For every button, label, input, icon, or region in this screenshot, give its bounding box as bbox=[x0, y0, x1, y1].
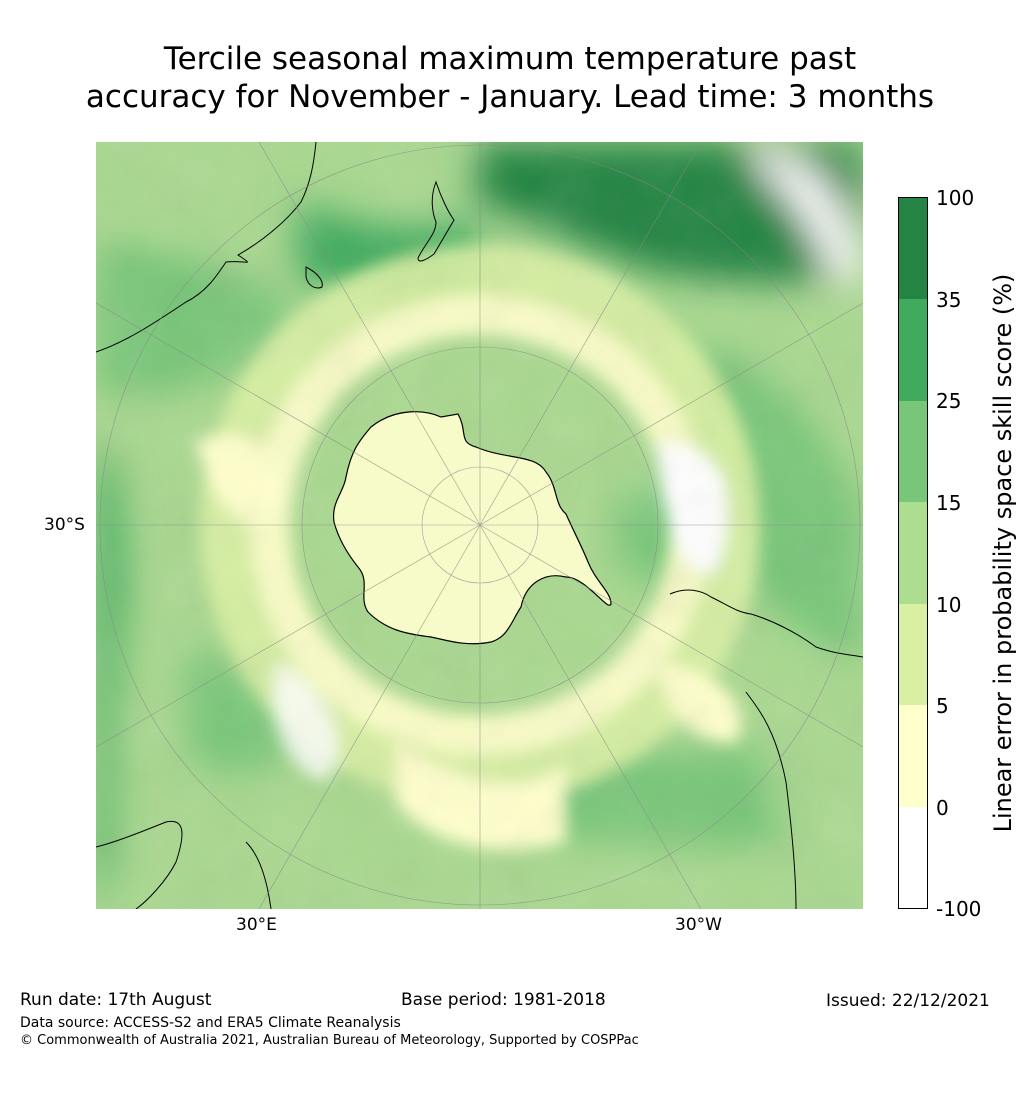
lon-label-30e: 30°E bbox=[236, 915, 277, 935]
coast-south-america bbox=[669, 589, 863, 658]
lon-label-30w: 30°W bbox=[675, 915, 722, 935]
colorbar-tick: 0 bbox=[936, 796, 949, 820]
run-date: Run date: 17th August bbox=[20, 990, 212, 1010]
title-line-1: Tercile seasonal maximum temperature pas… bbox=[163, 41, 857, 77]
coast-new-zealand bbox=[417, 180, 455, 262]
colorbar-band-0 bbox=[898, 807, 928, 909]
coastlines bbox=[96, 142, 863, 909]
coast-south-america-east bbox=[745, 691, 797, 909]
colorbar-tick: -100 bbox=[936, 897, 982, 921]
coast-tasmania bbox=[305, 266, 323, 289]
colorbar-tick: 15 bbox=[936, 491, 962, 515]
colorbar-band-15 bbox=[898, 502, 928, 604]
graticule bbox=[96, 142, 863, 909]
colorbar-band-25 bbox=[898, 401, 928, 502]
data-source: Data source: ACCESS-S2 and ERA5 Climate … bbox=[20, 1015, 401, 1031]
base-period: Base period: 1981-2018 bbox=[401, 990, 606, 1010]
colorbar-tick: 100 bbox=[936, 186, 975, 210]
colorbar-band-5 bbox=[898, 705, 928, 807]
coast-africa bbox=[96, 820, 183, 909]
colorbar-label: Linear error in probability space skill … bbox=[989, 273, 1017, 833]
colorbar-band-10 bbox=[898, 604, 928, 705]
lat-label-30s: 30°S bbox=[44, 515, 85, 535]
copyright: © Commonwealth of Australia 2021, Austra… bbox=[20, 1033, 639, 1048]
colorbar-tick: 25 bbox=[936, 389, 962, 413]
coast-australia bbox=[96, 142, 317, 353]
issued-date: Issued: 22/12/2021 bbox=[826, 991, 990, 1011]
chart-title: Tercile seasonal maximum temperature pas… bbox=[0, 40, 1020, 116]
colorbar-band-35 bbox=[898, 299, 928, 401]
colorbar-tick: 5 bbox=[936, 694, 949, 718]
coast-madagascar bbox=[245, 841, 272, 909]
colorbar-band-100 bbox=[898, 197, 928, 299]
colorbar-tick: 10 bbox=[936, 593, 962, 617]
colorbar bbox=[898, 197, 928, 909]
antarctica bbox=[332, 411, 612, 645]
title-line-2: accuracy for November - January. Lead ti… bbox=[85, 79, 935, 115]
polar-skill-map bbox=[96, 142, 863, 909]
colorbar-tick: 35 bbox=[936, 288, 962, 312]
